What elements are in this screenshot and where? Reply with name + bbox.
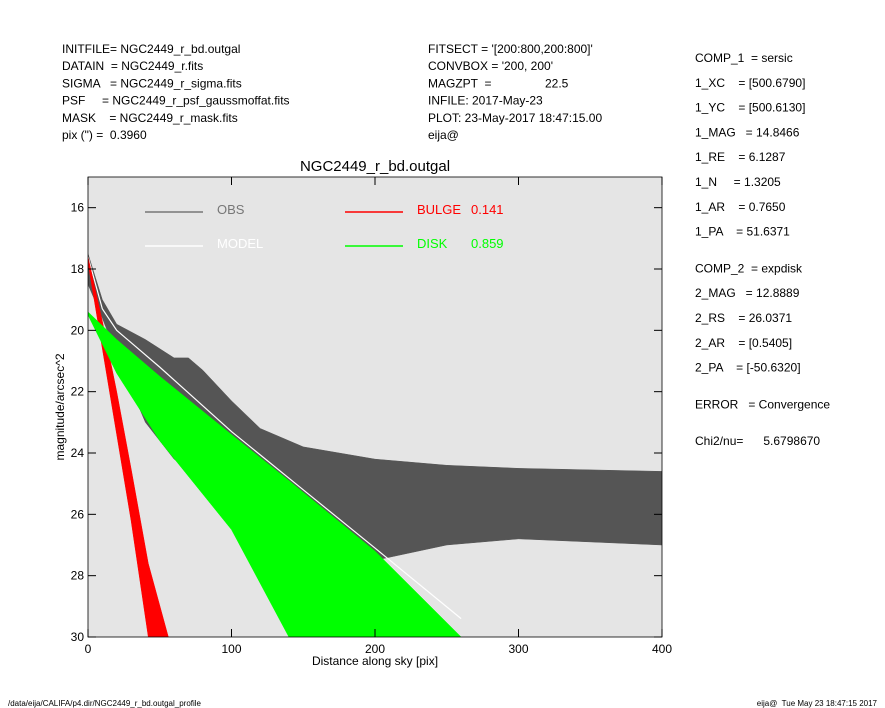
info-line: SIGMA = NGC2449_r_sigma.fits <box>62 76 242 90</box>
param-line: 1_AR = 0.7650 <box>695 200 786 214</box>
y-tick-label: 22 <box>71 385 85 399</box>
footer-right: eija@ Tue May 23 18:47:15 2017 <box>757 699 878 708</box>
info-line: CONVBOX = '200, 200' <box>428 59 553 73</box>
param-line: 2_PA = [-50.6320] <box>695 361 801 375</box>
param-line: COMP_2 = expdisk <box>695 261 803 275</box>
y-tick-label: 28 <box>71 569 85 583</box>
param-line: Chi2/nu= 5.6798670 <box>695 434 820 448</box>
legend-label: BULGE <box>417 202 461 217</box>
info-line: PSF = NGC2449_r_psf_gaussmoffat.fits <box>62 94 290 108</box>
info-line: FITSECT = '[200:800,200:800]' <box>428 42 593 56</box>
info-line: MAGZPT = <box>428 76 491 90</box>
info-line: INFILE: 2017-May-23 <box>428 94 543 108</box>
info-line: eija@ <box>428 128 459 142</box>
legend-label: DISK <box>417 236 448 251</box>
x-tick-label: 200 <box>365 642 385 656</box>
chart-title: NGC2449_r_bd.outgal <box>300 158 450 175</box>
param-line: COMP_1 = sersic <box>695 51 793 65</box>
param-line: 2_MAG = 12.8889 <box>695 286 800 300</box>
info-value: 22.5 <box>545 76 569 90</box>
y-axis-label: magnitude/arcsec^2 <box>53 353 67 460</box>
y-tick-label: 30 <box>71 630 85 644</box>
param-line: 1_YC = [500.6130] <box>695 101 805 115</box>
line <box>88 256 462 620</box>
x-tick-label: 100 <box>221 642 241 656</box>
band <box>88 311 462 637</box>
info-line: PLOT: 23-May-2017 18:47:15.00 <box>428 111 602 125</box>
legend-fraction: 0.859 <box>471 236 504 251</box>
param-line: 1_PA = 51.6371 <box>695 225 790 239</box>
y-tick-label: 26 <box>71 507 85 521</box>
x-tick-label: 400 <box>652 642 672 656</box>
info-line: pix (") = 0.3960 <box>62 128 147 142</box>
param-line: ERROR = Convergence <box>695 397 830 411</box>
info-line: MASK = NGC2449_r_mask.fits <box>62 111 238 125</box>
param-line: 1_XC = [500.6790] <box>695 76 805 90</box>
x-tick-label: 300 <box>508 642 528 656</box>
info-line: INITFILE= NGC2449_r_bd.outgal <box>62 42 240 56</box>
info-line: DATAIN = NGC2449_r.fits <box>62 59 203 73</box>
x-axis-label: Distance along sky [pix] <box>312 654 438 668</box>
y-tick-label: 20 <box>71 323 85 337</box>
param-line: 1_MAG = 14.8466 <box>695 125 800 139</box>
legend-fraction: 0.141 <box>471 202 504 217</box>
x-tick-label: 0 <box>85 642 92 656</box>
y-tick-label: 16 <box>71 201 85 215</box>
y-tick-label: 24 <box>71 446 85 460</box>
footer-left: /data/eija/CALIFA/p4.dir/NGC2449_r_bd.ou… <box>8 699 202 708</box>
param-line: 1_RE = 6.1287 <box>695 150 786 164</box>
param-line: 2_AR = [0.5405] <box>695 336 792 350</box>
plot-marks <box>88 253 662 637</box>
legend-label: OBS <box>217 202 245 217</box>
param-line: 2_RS = 26.0371 <box>695 311 792 325</box>
y-tick-label: 18 <box>71 262 85 276</box>
legend-label: MODEL <box>217 236 263 251</box>
param-line: 1_N = 1.3205 <box>695 175 781 189</box>
